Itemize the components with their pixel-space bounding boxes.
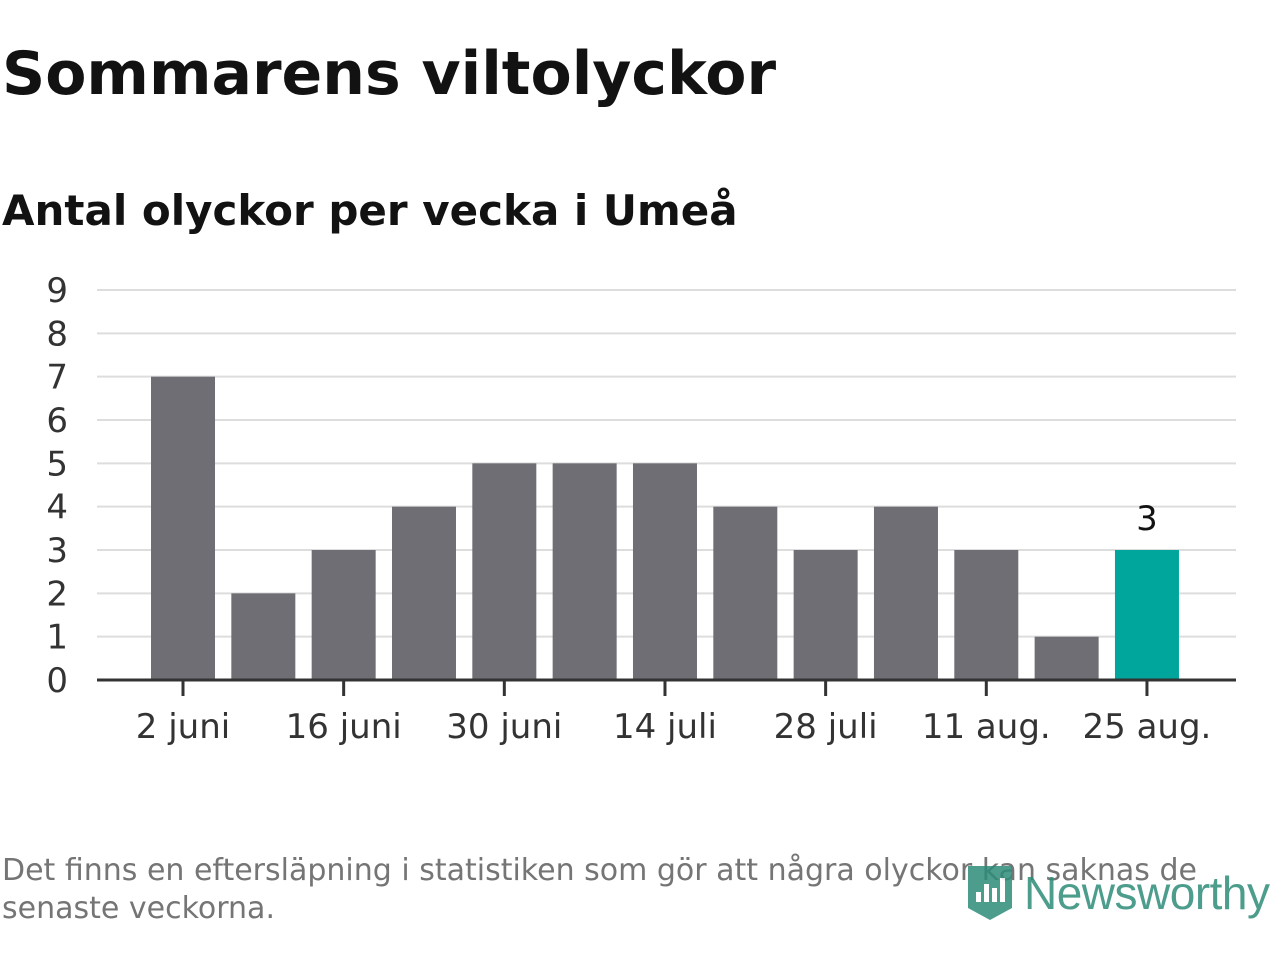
bar-9-juni [231, 593, 296, 680]
y-tick-label: 8 [46, 314, 68, 354]
logo-text: Newsworthy [1024, 867, 1270, 919]
newsworthy-logo-icon [968, 866, 1012, 920]
x-tick-label: 16 juni [286, 707, 402, 747]
y-tick-label: 0 [46, 661, 68, 701]
bar-2-juni [151, 376, 215, 680]
y-tick-label: 2 [46, 574, 68, 614]
bar-4-aug [873, 506, 938, 680]
y-tick-label: 6 [46, 401, 68, 441]
bar-28-juli [793, 550, 858, 680]
bar-16-juni [311, 550, 376, 680]
bar-14-juli [632, 463, 697, 680]
x-tick-label: 14 juli [613, 707, 717, 747]
data-label-highlight: 3 [1136, 499, 1158, 539]
bar-21-juli [713, 506, 778, 680]
x-axis-labels: 2 juni 16 juni 30 juni 14 juli 28 juli 11 aug… [136, 707, 1212, 747]
y-tick-label: 4 [46, 488, 68, 528]
data-labels: 3 [1136, 499, 1158, 539]
y-tick-label: 7 [46, 358, 68, 398]
bar-23-juni [391, 506, 456, 680]
bar-18-aug [1034, 636, 1099, 680]
bar-25-aug [1114, 550, 1179, 680]
bar-30-juni [472, 463, 537, 680]
bar-7-juli [552, 463, 617, 680]
x-tick-label: 11 aug. [922, 707, 1051, 747]
x-tick-label: 25 aug. [1083, 707, 1212, 747]
x-tick-label: 28 juli [774, 707, 878, 747]
y-tick-label: 9 [46, 271, 68, 311]
chart-title: Sommarens viltolyckor [2, 39, 777, 109]
y-tick-label: 3 [46, 531, 68, 571]
x-tick-label: 30 juni [446, 707, 562, 747]
bar-11-aug [954, 550, 1019, 680]
y-tick-label: 5 [46, 444, 68, 484]
bars [151, 376, 1179, 680]
x-tick-label: 2 juni [136, 707, 230, 747]
x-axis [97, 678, 1236, 696]
newsworthy-logo: Newsworthy [964, 860, 1270, 926]
chart-subtitle: Antal olyckor per vecka i Umeå [2, 186, 738, 235]
y-tick-label: 1 [46, 618, 68, 658]
